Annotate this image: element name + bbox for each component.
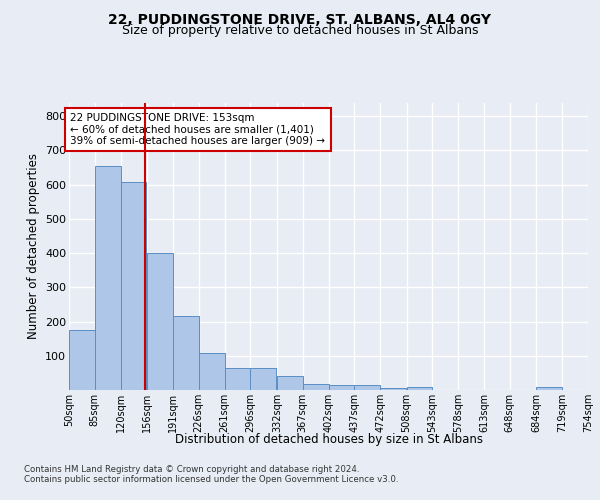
Bar (224, 368, 250, 390)
Bar (173, 316, 199, 390)
Bar (147, 253, 173, 390)
Text: 22, PUDDINGSTONE DRIVE, ST. ALBANS, AL4 0GY: 22, PUDDINGSTONE DRIVE, ST. ALBANS, AL4 … (109, 12, 491, 26)
Bar (277, 376, 302, 390)
Text: Distribution of detached houses by size in St Albans: Distribution of detached houses by size … (175, 432, 483, 446)
Bar (250, 368, 276, 390)
Bar (69, 330, 95, 390)
Bar (199, 354, 224, 390)
Text: Size of property relative to detached houses in St Albans: Size of property relative to detached ho… (122, 24, 478, 37)
Bar (95, 166, 121, 390)
Y-axis label: Number of detached properties: Number of detached properties (26, 153, 40, 340)
Bar (121, 182, 146, 390)
Bar (407, 388, 433, 390)
Bar (536, 388, 562, 390)
Bar (355, 385, 380, 390)
Text: Contains HM Land Registry data © Crown copyright and database right 2024.
Contai: Contains HM Land Registry data © Crown c… (24, 465, 398, 484)
Bar (380, 388, 406, 390)
Bar (302, 384, 329, 390)
Text: 22 PUDDINGSTONE DRIVE: 153sqm
← 60% of detached houses are smaller (1,401)
39% o: 22 PUDDINGSTONE DRIVE: 153sqm ← 60% of d… (70, 113, 325, 146)
Bar (329, 384, 355, 390)
